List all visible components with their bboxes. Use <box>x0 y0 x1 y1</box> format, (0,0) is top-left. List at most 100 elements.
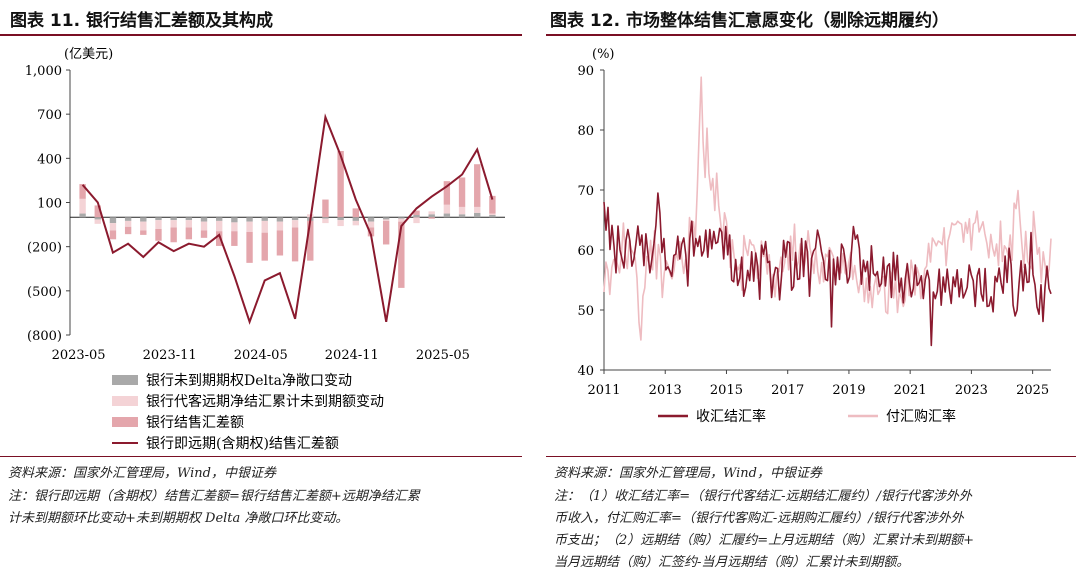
bar-segment <box>276 221 284 231</box>
bar-segment <box>231 217 238 223</box>
y-tick-label: 40 <box>577 364 594 379</box>
bar-segment <box>413 210 420 216</box>
bar-segment <box>94 219 101 224</box>
bar-segment <box>307 220 314 261</box>
y-tick-label: 70 <box>577 184 594 199</box>
y-tick-label: (500) <box>27 285 62 300</box>
bar-segment <box>398 218 405 222</box>
x-tick-label: 2023-05 <box>52 348 106 363</box>
bar-segment <box>109 217 117 224</box>
title-underline-right <box>546 34 1076 36</box>
y-tick-label: 50 <box>577 304 594 319</box>
bar-segment <box>276 230 284 256</box>
x-tick-label: 2023-11 <box>143 348 197 363</box>
bar-segment <box>291 217 299 221</box>
x-tick-label: 2013 <box>649 383 682 398</box>
legend-label: 银行代客远期净结汇累计未到期额变动 <box>146 393 384 410</box>
legend-swatch <box>112 375 138 385</box>
bar-segment <box>185 220 193 228</box>
bar-segment <box>109 223 117 231</box>
bar-segment <box>474 164 481 207</box>
bar-segment <box>170 220 177 228</box>
bar-segment <box>367 221 375 228</box>
note-line: 币收入，付汇购汇率=（银行代客购汇-远期购汇履约）/银行代客涉外外 <box>554 511 964 526</box>
bar-segment <box>398 221 405 288</box>
bar-segment <box>322 217 329 219</box>
bar-segment <box>140 230 147 235</box>
bar-segment <box>367 217 375 222</box>
bar-segment <box>170 217 177 221</box>
bar-segment <box>185 227 193 240</box>
legend-label: 银行结售汇差额 <box>146 415 244 431</box>
bar-segment <box>458 177 466 207</box>
bar-segment <box>322 218 329 224</box>
bar-segment <box>124 220 132 227</box>
x-tick-label: 2025-05 <box>416 348 470 363</box>
bar-segment <box>337 217 344 221</box>
bar-segment <box>79 184 86 199</box>
bar-segment <box>200 221 208 231</box>
note-line: 计未到期额环比变动+未到期期权 Delta 净敞口环比变动。 <box>8 511 349 526</box>
bar-segment <box>489 195 496 214</box>
bar-segment <box>216 217 223 221</box>
series-path-payment-purchase <box>603 76 1052 341</box>
source-left: 资料来源：国家外汇管理局，Wind，中银证券 <box>8 466 276 481</box>
x-tick-label: 2019 <box>832 383 865 398</box>
bar-segment <box>124 226 132 235</box>
x-tick-label: 2011 <box>587 383 620 398</box>
bar-segment <box>443 181 451 205</box>
note-line: 注：（1）收汇结汇率=（银行代客结汇-远期结汇履约）/银行代客涉外外 <box>554 489 972 504</box>
bar-segment <box>443 213 451 218</box>
source-right: 资料来源：国家外汇管理局，Wind，中银证券 <box>554 466 822 481</box>
bar-segment <box>367 227 375 237</box>
bar-segment <box>261 217 268 221</box>
legend-swatch <box>112 417 138 427</box>
bar-segment <box>94 205 101 218</box>
x-tick-label: 2024-05 <box>234 348 288 363</box>
bar-segment <box>231 231 238 246</box>
note-line: 币支出；（2）远期结（购）汇履约=上月远期结（购）汇累计未到期额+ <box>554 533 975 548</box>
left-panel: 图表 11. 银行结售汇差额及其构成 (亿美元) (800) (500) (200) 1… <box>0 0 528 579</box>
y-tick-label: 90 <box>577 64 594 79</box>
bar-segment <box>428 211 435 215</box>
bar-segment <box>246 217 253 222</box>
line-chart: (%) 40 50 60 70 80 90 2011 2013 2015 2017 2019 2021 2… <box>577 47 1052 425</box>
line-series-path <box>81 113 494 325</box>
y-tick-label: (200) <box>27 241 62 256</box>
bar-segment <box>413 215 420 218</box>
bar-segment <box>291 227 299 262</box>
legend-label: 银行未到期期权Delta净敞口变动 <box>146 373 352 389</box>
bar-segment <box>246 231 253 263</box>
legend-label: 付汇购汇率 <box>886 408 956 425</box>
note-left: 注：银行即远期（含期权）结售汇差额=银行结售汇差额+远期净结汇累 计未到期额环比变… <box>8 486 420 530</box>
bar-segment <box>79 213 86 218</box>
bar-segment <box>382 219 390 221</box>
bar-segment <box>474 206 481 213</box>
y-tick-label: 700 <box>37 108 62 123</box>
bar-segment <box>428 214 435 218</box>
source-divider-right <box>546 456 1076 457</box>
bar-segment <box>382 217 390 220</box>
bar-segment <box>170 227 177 243</box>
bar-segment <box>413 217 420 224</box>
x-tick-label: 2017 <box>771 383 804 398</box>
bar-segment <box>489 213 496 216</box>
bar-segment <box>352 220 359 226</box>
bar-segment <box>337 150 344 218</box>
chart-title-left: 图表 11. 银行结售汇差额及其构成 <box>10 11 273 31</box>
bar-segment <box>474 212 481 218</box>
bar-segment <box>489 215 496 218</box>
bar-segment <box>231 222 238 232</box>
bar-segment <box>200 230 208 238</box>
bar-line-chart: (亿美元) (800) (500) (200) 100 400 700 1,000 2023-0… <box>25 47 505 452</box>
y-tick-label: 80 <box>577 124 594 139</box>
chart-title-right: 图表 12. 市场整体结售汇意愿变化（剔除远期履约） <box>550 11 949 31</box>
bar-segment <box>155 217 162 221</box>
bar-segment <box>398 217 405 219</box>
bar-segment <box>246 221 253 232</box>
bar-segment <box>276 217 284 222</box>
y-axis-label: (亿美元) <box>64 47 113 62</box>
legend-label: 收汇结汇率 <box>696 408 766 425</box>
bar-segment <box>261 220 268 233</box>
bar-segment <box>109 230 117 240</box>
